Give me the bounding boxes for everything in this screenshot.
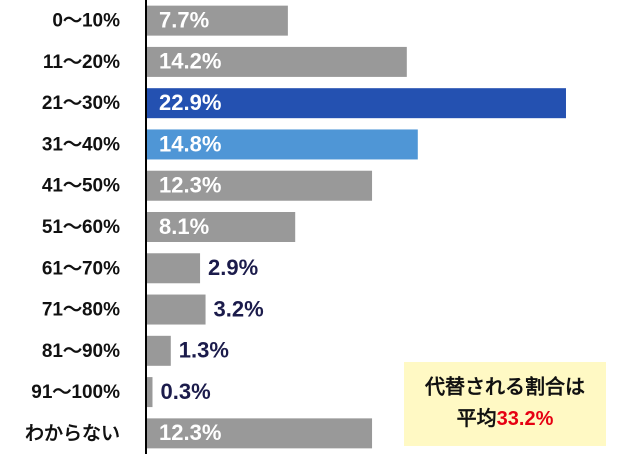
annotation-prefix: 平均 [457, 406, 497, 430]
annotation-line1: 代替される割合は [424, 374, 585, 398]
value-label: 2.9% [208, 255, 258, 280]
bar [147, 253, 201, 284]
category-label: 91〜100% [31, 382, 120, 403]
bar [147, 5, 288, 36]
value-label: 8.1% [159, 214, 209, 239]
category-label: わからない [25, 422, 120, 444]
category-label: 21〜30% [42, 93, 120, 114]
bars: 0〜10% 7.7% 11〜20% 14.2% 21〜30% 22.9% 31〜40% 14.… [25, 5, 566, 449]
value-label: 7.7% [159, 7, 209, 32]
value-label: 14.2% [159, 49, 221, 74]
bar [147, 212, 296, 242]
value-label: 12.3% [159, 173, 221, 198]
annotation-box [404, 362, 606, 446]
category-label: 61〜70% [42, 258, 120, 279]
bar [147, 335, 171, 366]
value-label: 12.3% [159, 420, 221, 445]
value-label: 3.2% [214, 296, 264, 321]
category-label: 41〜50% [42, 176, 120, 197]
value-label: 1.3% [179, 338, 229, 363]
bar [147, 170, 373, 201]
bar [147, 129, 418, 160]
category-label: 11〜20% [43, 52, 120, 73]
bar [147, 46, 407, 77]
category-label: 71〜80% [42, 300, 120, 321]
bar [147, 377, 153, 408]
bar [147, 88, 566, 119]
bar [147, 294, 206, 325]
category-label: 81〜90% [42, 341, 120, 362]
value-label: 14.8% [159, 131, 221, 156]
annotation-line2: 平均33.2% [457, 406, 554, 430]
value-label: 22.9% [159, 90, 221, 115]
bar [147, 418, 373, 449]
category-label: 31〜40% [42, 134, 120, 155]
annotation-highlight: 33.2% [497, 408, 554, 430]
category-label: 0〜10% [52, 11, 120, 32]
category-label: 51〜60% [42, 217, 120, 238]
value-label: 0.3% [160, 379, 210, 404]
